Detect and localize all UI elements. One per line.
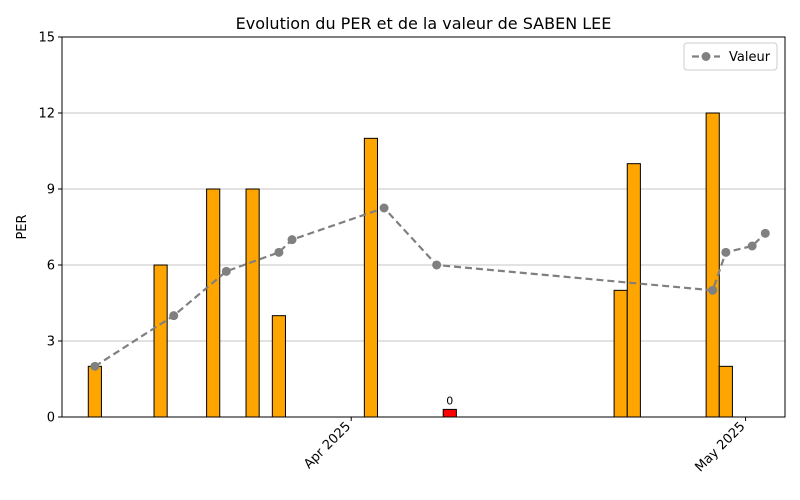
series-point-0-1 — [169, 311, 179, 321]
series-point-0-10 — [760, 228, 770, 238]
legend-label-0: Valeur — [729, 50, 771, 65]
legend-box — [683, 42, 778, 71]
legend: Valeur — [683, 42, 778, 71]
series-point-0-6 — [432, 260, 442, 270]
series-point-0-2 — [221, 266, 231, 276]
y-axis-label: PER — [15, 214, 30, 239]
chart-title: Evolution du PER et de la valeur de SABE… — [236, 14, 612, 33]
y-tick-label-4: 12 — [38, 107, 55, 122]
series-point-0-7 — [708, 285, 718, 295]
series-point-0-0 — [90, 361, 100, 371]
bar-2 — [206, 188, 221, 418]
y-tick-label-1: 3 — [47, 335, 55, 350]
series-point-0-9 — [747, 241, 757, 251]
bar-5 — [363, 137, 378, 418]
bar-10 — [718, 365, 733, 418]
legend-marker-0 — [701, 52, 711, 61]
y-tick-label-3: 9 — [47, 183, 55, 198]
y-tick-label-5: 15 — [38, 31, 55, 46]
series-point-0-5 — [379, 203, 389, 213]
bar-1 — [153, 264, 168, 418]
bar-3 — [245, 188, 260, 418]
bar-9 — [705, 112, 720, 418]
axes-frame — [61, 36, 786, 418]
series-point-0-8 — [721, 247, 731, 257]
bar-data-label-6: 0 — [446, 394, 453, 407]
y-tick-label-2: 6 — [47, 259, 55, 274]
y-tick-label-0: 0 — [47, 411, 55, 426]
bar-6 — [442, 408, 457, 418]
bar-8 — [626, 163, 641, 418]
series-point-0-4 — [287, 235, 297, 245]
bar-0 — [87, 365, 102, 418]
series-point-0-3 — [274, 247, 284, 257]
bar-4 — [271, 315, 286, 418]
bar-7 — [613, 289, 628, 418]
